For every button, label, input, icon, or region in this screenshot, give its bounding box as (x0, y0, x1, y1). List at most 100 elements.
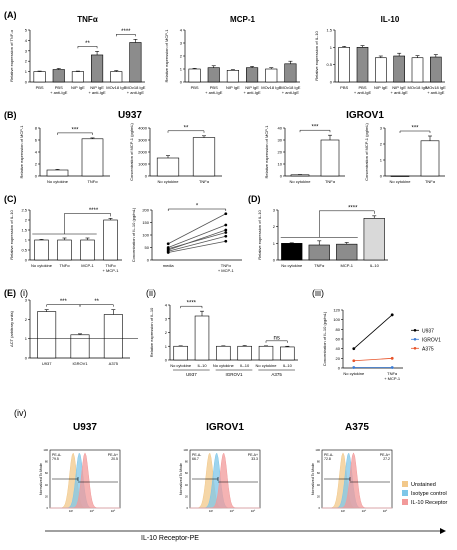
flow-histogram-series (190, 452, 260, 509)
y-tick-label: 4 (25, 38, 28, 43)
gate-right-label: PE-A+ (248, 453, 258, 457)
flow-histogram-series (50, 452, 120, 509)
x-tick-label-line: + anti-IgE (205, 90, 223, 95)
y-tick-label: 2 (35, 162, 38, 167)
chart-c1: 0 0.5 1 1.5 2 2.5 Relative expression of IL-10… (9, 208, 122, 273)
x-tick-label: No cytokine (281, 263, 303, 268)
y-tick-label: 4 (165, 303, 168, 308)
y-tick-label: 10 (278, 162, 283, 167)
y-tick-label: 1 (25, 336, 28, 341)
y-axis-label: Relative expression of IL-10 (9, 209, 14, 259)
x-tick-label: TNFα (425, 179, 436, 184)
flow-y-tick: 100 (315, 448, 320, 452)
x-tick-label-line: No cytokine (158, 179, 180, 184)
group-label: A375 (271, 372, 282, 377)
flow-y-tick: 60 (185, 471, 189, 475)
series-point (352, 359, 356, 363)
x-tick-label: MOv18 IgE + anti-IgE (280, 85, 300, 95)
panel-label-eiv: (iv) (14, 408, 27, 418)
x-tick-label: IL-10 (370, 263, 380, 268)
bar (265, 68, 278, 83)
y-tick-label: 100 (333, 317, 340, 322)
x-tick-label: TNFα + MCP-1 (103, 263, 120, 273)
y-tick-label: 1 (330, 45, 333, 50)
x-tick-label-line: IL-10 (197, 363, 207, 368)
y-axis-label: Relative expression of MCP-1 (19, 125, 24, 179)
y-tick-label: 120 (333, 308, 340, 313)
y-axis-label: Relative expression of TNF-α (9, 29, 14, 82)
group-label: IGROV1 (225, 372, 243, 377)
flow-x-tick: 10³ (209, 509, 213, 513)
series-point (224, 234, 228, 238)
bar (430, 56, 442, 83)
y-axis-label: Relative expression of MCP-1 (264, 125, 269, 179)
panel-label-eii: (ii) (146, 288, 156, 298)
series-line (353, 314, 393, 349)
x-tick-label-line: + anti-IgE (243, 90, 261, 95)
x-tick-label-line: + anti-IgE (50, 90, 68, 95)
x-tick-label: IL-10 (283, 363, 293, 368)
bar (280, 346, 295, 361)
chart-title: MCP-1 (230, 15, 255, 24)
flow-x-tick: 10⁴ (90, 509, 95, 513)
y-tick-label: 1000 (138, 162, 148, 167)
y-axis-label: Relative expression of IL-10 (257, 209, 262, 259)
y-tick-label: 0 (35, 174, 38, 179)
x-tick-label-line: TNFα (105, 263, 116, 268)
x-tick-label: No cytokine (213, 363, 235, 368)
y-tick-label: 0 (25, 356, 28, 361)
x-tick-label-line: TNFα (314, 263, 325, 268)
flow-y-tick: 80 (317, 460, 321, 464)
y-tick-label: 150 (142, 220, 149, 225)
x-tick-label-line: PBS (36, 85, 44, 90)
y-tick-label: 0 (25, 80, 28, 85)
y-tick-label: 3 (273, 208, 276, 213)
bar (173, 345, 188, 361)
x-tick-label: No cytokine (47, 179, 69, 184)
x-tick-label: NIP IgE (374, 85, 388, 90)
x-tick-label-line: U937 (42, 361, 52, 366)
bar (71, 71, 84, 83)
chart-eii: 0 1 2 3 4 Relative expression of IL-10 No cyto… (149, 301, 298, 377)
x-tick-label-line: media (163, 263, 175, 268)
gate-left-label: PE-A- (324, 453, 334, 457)
y-tick-label: 0 (165, 358, 168, 363)
x-tick-label-line: No cytokine (256, 363, 278, 368)
y-tick-label: 3 (165, 316, 168, 321)
series-point (224, 212, 228, 216)
flow-legend-label: Isotype control (411, 491, 447, 497)
x-tick-label-line: NIP IgE (226, 85, 240, 90)
x-tick-label: NIP IgE (226, 85, 240, 90)
x-tick-label: IGROV1 (72, 361, 88, 366)
panel-label-e: (E) (4, 288, 16, 298)
series-point (224, 231, 228, 234)
x-tick-label-line: No cytokine (170, 363, 192, 368)
x-tick-label: MOv18 IgE (261, 85, 281, 90)
flow-x-tick: 10⁵ (251, 509, 256, 513)
significance-label: **** (348, 205, 358, 211)
bar (34, 239, 49, 261)
x-tick-label-line: MCP-1 (81, 263, 94, 268)
y-tick-label: 1 (25, 69, 28, 74)
flow-y-tick: 20 (45, 494, 49, 498)
flow-y-tick: 40 (45, 483, 49, 487)
x-tick-label-line: + anti-IgE (427, 90, 445, 95)
bar (103, 314, 123, 359)
bar (393, 55, 405, 83)
y-tick-label: 0.5 (21, 248, 27, 253)
x-tick-label: TNFα (87, 179, 98, 184)
bar (37, 311, 57, 359)
x-tick-label-line: MOv18 IgE (125, 85, 145, 90)
x-tick-label-line: + anti-IgE (88, 90, 106, 95)
flow-legend-label: Unstained (411, 482, 436, 488)
x-tick-label-line: + MCP-1 (218, 268, 235, 273)
x-tick-label-line: IGROV1 (72, 361, 88, 366)
panel-label-ei: (i) (20, 288, 28, 298)
y-tick-label: 1 (165, 344, 168, 349)
chart-b4: 0 1 2 3 Concentration of MCP-1 (pg/mL) No cyt… (364, 122, 445, 184)
gate-right-value: 27.2 (383, 457, 390, 461)
x-tick-label-line: NIP IgE (71, 85, 85, 90)
gate-left-label: PE-A- (192, 453, 202, 457)
chart-b1: U937 0 2 4 6 8 Relative expression of MCP-1 No … (19, 110, 142, 184)
significance-label: *** (71, 127, 79, 133)
